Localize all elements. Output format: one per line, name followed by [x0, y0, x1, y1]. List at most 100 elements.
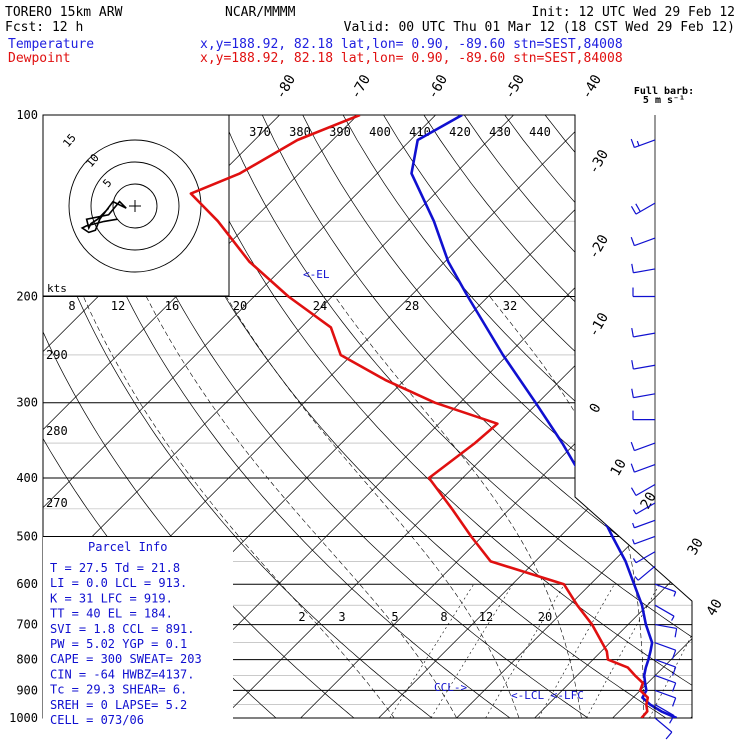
isotherm-label: 40: [704, 596, 726, 619]
mixing-ratio-label: 3: [338, 610, 345, 624]
dry-adiabat: [545, 115, 740, 718]
barb-flag: [631, 139, 634, 147]
barb-staff: [633, 394, 655, 398]
barb-staff: [655, 605, 674, 616]
theta-label: 440: [529, 125, 551, 139]
parcel-info-row: CAPE = 300 SWEAT= 203: [50, 652, 202, 666]
barb-staff: [655, 690, 676, 698]
barb-staff: [634, 520, 655, 528]
wind-barbs: [631, 115, 676, 739]
barb-half-flag: [633, 539, 635, 544]
mixing-ratio-label: 20: [538, 610, 552, 624]
dry-adiabat: [222, 115, 740, 718]
ccl-annotation: CCL->: [434, 681, 467, 694]
isotherm: [613, 115, 740, 718]
isotherm-label: -10: [586, 310, 613, 340]
wind-barb: [655, 690, 676, 706]
isotherm-label: -40: [579, 72, 606, 102]
barb-staff: [633, 269, 655, 273]
dry-adiabat: [424, 115, 740, 718]
barb-staff: [655, 625, 677, 629]
wind-barb: [631, 203, 655, 214]
theta-label: 400: [369, 125, 391, 139]
wind-barb: [632, 264, 655, 273]
parcel-info-row: K = 31 LFC = 919.: [50, 591, 173, 605]
header: TORERO 15km ARW NCAR/MMMM Init: 12 UTC W…: [5, 5, 735, 66]
barb-staff: [634, 536, 655, 544]
parcel-info-panel: Parcel Info T = 27.5 Td = 21.8LI = 0.0 L…: [43, 537, 233, 727]
barb-flag: [673, 650, 676, 658]
isotherm: [379, 115, 740, 718]
barb-half-flag: [637, 141, 639, 146]
wind-barb: [655, 625, 677, 638]
isotherm: [691, 115, 740, 718]
parcel-info-row: SVI = 1.8 CCL = 891.: [50, 622, 195, 636]
wind-barb: [632, 360, 655, 369]
barb-staff: [634, 443, 655, 451]
theta-label: 420: [449, 125, 471, 139]
wind-barb: [633, 552, 655, 563]
lcl-lfc-annotation: <-LCL <-LFC: [511, 689, 584, 702]
barb-half-flag: [674, 592, 676, 597]
theta-left-label: 280: [46, 424, 68, 438]
theta-label: 410: [409, 125, 431, 139]
barb-half-flag: [633, 510, 636, 514]
theta-left-label: 270: [46, 496, 68, 510]
barb-flag: [632, 328, 634, 337]
pressure-tick-label: 600: [16, 577, 38, 591]
pressure-tick-label: 500: [16, 529, 38, 543]
barb-staff: [655, 718, 672, 732]
barb-half-flag: [633, 523, 635, 528]
mixing-ratio-label: 8: [440, 610, 447, 624]
el-annotation: <-EL: [303, 268, 330, 281]
barb-staff: [634, 465, 655, 473]
isotherm-label: -20: [586, 232, 613, 262]
wind-barb: [655, 718, 672, 739]
isotherm-label: 10: [608, 456, 630, 479]
pressure-tick-label: 300: [16, 396, 38, 410]
barb-staff: [655, 584, 676, 592]
wetbulb-label: 8: [68, 299, 75, 313]
dry-adiabat: [666, 115, 740, 718]
wind-barb: [633, 288, 655, 297]
temperature-location: x,y=188.92, 82.18 lat,lon= 0.90, -89.60 …: [200, 37, 623, 52]
parcel-info-title: Parcel Info: [88, 540, 167, 554]
isotherm-label: -50: [502, 72, 529, 102]
barb-flag: [632, 389, 634, 398]
wetbulb-label: 32: [503, 299, 517, 313]
wetbulb-label: 24: [313, 299, 327, 313]
wind-barb: [655, 675, 676, 691]
parcel-info-row: Tc = 29.3 SHEAR= 6.: [50, 683, 187, 697]
wind-barb: [635, 566, 655, 580]
wind-barb: [631, 442, 655, 450]
isotherm-label: 0: [587, 401, 605, 416]
fcst-label: Fcst: 12 h: [5, 20, 83, 35]
barb-flag: [631, 206, 636, 214]
barb-flag: [631, 488, 636, 496]
wind-barb: [632, 328, 655, 337]
dry-adiabat: [505, 115, 740, 718]
pressure-tick-label: 800: [16, 653, 38, 667]
dry-adiabat: [586, 115, 740, 718]
wind-barb: [655, 643, 676, 659]
isotherm-label: -80: [273, 72, 300, 102]
annotations: <-EL CCL-> <-LCL <-LFC: [303, 268, 584, 702]
barb-flag: [632, 264, 634, 273]
barb-flag: [631, 442, 634, 450]
parcel-info-row: SREH = 0 LAPSE= 5.2: [50, 698, 187, 712]
mixing-ratio-label: 2: [298, 610, 305, 624]
isotherm: [457, 115, 740, 718]
barb-flag: [631, 464, 634, 472]
theta-left-label: 290: [46, 348, 68, 362]
barb-flag: [631, 237, 634, 245]
wind-barb: [633, 536, 655, 544]
valid-label: Valid: 00 UTC Thu 01 Mar 12 (18 CST Wed …: [344, 20, 735, 35]
pressure-tick-label: 100: [16, 108, 38, 122]
parcel-info-row: LI = 0.0 LCL = 913.: [50, 576, 187, 590]
hodograph-units-label: kts: [47, 282, 67, 295]
dewpoint-location: x,y=188.92, 82.18 lat,lon= 0.90, -89.60 …: [200, 51, 623, 66]
org-label: NCAR/MMMM: [225, 5, 296, 20]
barb-half-flag: [633, 558, 636, 562]
theta-label: 370: [249, 125, 271, 139]
temperature-legend: Temperature: [8, 37, 94, 52]
